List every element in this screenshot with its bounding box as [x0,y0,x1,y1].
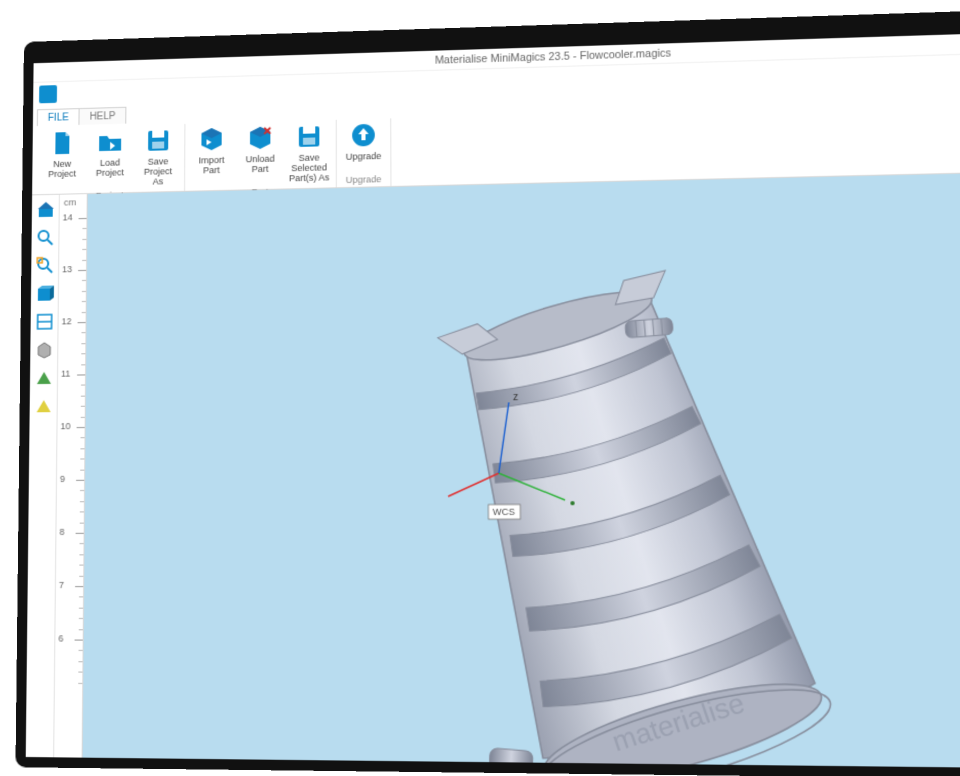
doc-icon [48,129,76,157]
up-arrow-icon [349,121,378,150]
load-project-button[interactable]: Load Project [86,125,134,190]
cube-in-icon [197,125,225,154]
axis-triad: z WCS [414,389,585,557]
shade-button[interactable] [33,339,55,361]
ruler-unit: cm [64,197,77,208]
tab-help[interactable]: HELP [79,107,127,125]
new-project-button[interactable]: New Project [38,127,86,192]
ribbon-button-label: Upgrade [346,151,382,162]
save-icon [295,122,324,151]
zoom-fit-button[interactable] [34,255,56,277]
ribbon-button-label: Save Project As [135,156,181,187]
upgrade-button[interactable]: Upgrade [339,118,389,174]
tab-file[interactable]: FILE [37,108,80,126]
body: cm 14131211109876 [26,170,960,769]
save-icon [144,126,172,155]
center-dot-icon [568,499,577,507]
ruler-tick: 14 [60,218,87,219]
highlight-button[interactable] [32,395,54,417]
home-view-button[interactable] [34,199,56,221]
svg-text:z: z [513,392,518,404]
ribbon-group: Import Part Unload Part Save Selected Part… [185,120,337,191]
section-button[interactable] [33,311,55,333]
ribbon-button-label: New Project [48,159,76,180]
ribbon-group: Upgrade Upgrade [337,118,392,187]
import-part-button[interactable]: Import Part [187,123,236,188]
ribbon-button-label: Load Project [96,157,124,178]
ribbon-button-label: Save Selected Part(s) As [286,152,333,183]
ruler-tick: 13 [59,270,86,271]
ribbon-group-label: Upgrade [346,173,382,187]
ribbon-group: New ProjectLoad ProjectSave Project AsPr… [36,124,185,194]
triangle-button[interactable] [32,367,54,389]
save-selected-parts-button[interactable]: Save Selected Part(s) As [285,120,334,186]
zoom-button[interactable] [34,227,56,249]
cube-x-icon [246,124,275,153]
ribbon-button-label: Unload Part [246,154,275,175]
unload-part-button[interactable]: Unload Part [236,121,285,186]
window-title: Materialise MiniMagics 23.5 - Flowcooler… [435,47,671,66]
ribbon-button-label: Import Part [199,155,225,176]
app-icon [39,85,57,103]
app-window: Materialise MiniMagics 23.5 - Flowcooler… [26,30,960,770]
view-cube-button[interactable] [33,282,55,304]
viewport[interactable]: materialise z WCS [83,171,960,769]
save-project-as-button[interactable]: Save Project As [134,124,183,189]
folder-in-icon [96,128,124,157]
wcs-label: WCS [493,507,515,518]
